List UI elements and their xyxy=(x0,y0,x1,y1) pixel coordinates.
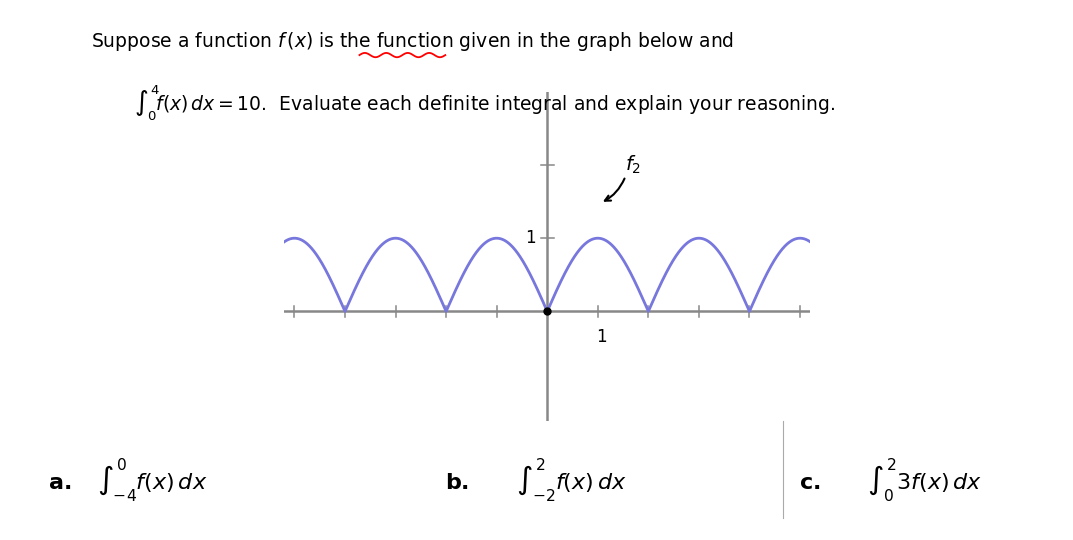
Text: Suppose a function $f\,(x)$ is the function given in the graph below and: Suppose a function $f\,(x)$ is the funct… xyxy=(91,30,734,53)
Text: $f_2$: $f_2$ xyxy=(626,154,642,176)
Text: $\mathbf{b.}$      $\int_{-2}^{2} f(x)\,dx$: $\mathbf{b.}$ $\int_{-2}^{2} f(x)\,dx$ xyxy=(445,457,627,504)
Text: 1: 1 xyxy=(597,327,607,346)
Text: $\int_0^4\! f(x)\,dx = 10$.  Evaluate each definite integral and explain your re: $\int_0^4\! f(x)\,dx = 10$. Evaluate eac… xyxy=(134,84,836,124)
Text: $\mathbf{a.}$   $\int_{-4}^{0} f(x)\,dx$: $\mathbf{a.}$ $\int_{-4}^{0} f(x)\,dx$ xyxy=(48,457,208,504)
Text: 1: 1 xyxy=(526,229,536,247)
Text: $\mathbf{c.}$      $\int_{0}^{2} 3f(x)\,dx$: $\mathbf{c.}$ $\int_{0}^{2} 3f(x)\,dx$ xyxy=(799,457,983,504)
